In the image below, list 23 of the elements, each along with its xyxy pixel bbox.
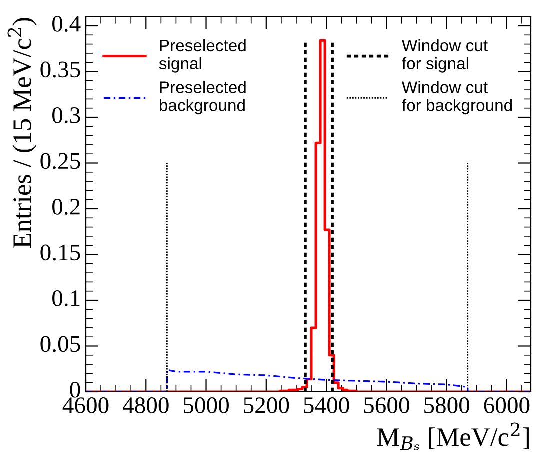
legend-label: Preselected signal <box>159 39 246 73</box>
x-tick-label: 4600 <box>62 398 109 414</box>
x-tick-label: 5200 <box>244 398 290 414</box>
x-tick-label: 5400 <box>304 398 350 414</box>
x-axis-title: M$_{Bₛ}$ [MeV/c$^{2}$] <box>377 422 529 450</box>
y-tick-label: 0.1 <box>52 290 80 307</box>
y-tick-label: 0.2 <box>52 198 80 216</box>
x-tick-label: 5000 <box>184 398 229 414</box>
y-tick-label: 0.25 <box>40 153 80 170</box>
y-tick-label: 0.3 <box>52 107 80 124</box>
legend-label: Window cut for background <box>402 81 512 115</box>
y-tick-label: 0.15 <box>40 244 80 261</box>
x-tick-label: 6000 <box>484 398 530 414</box>
x-tick-label: 4800 <box>122 398 169 414</box>
x-tick-label: 5800 <box>424 398 470 414</box>
y-tick-label: 0.05 <box>40 336 80 352</box>
y-axis-title: Entries / (15 MeV/c$^{2}$) <box>8 18 37 248</box>
y-tick-label: 0.35 <box>40 62 80 78</box>
legend-label: Preselected background <box>160 81 246 115</box>
x-tick-label: 5600 <box>364 398 410 414</box>
y-tick-label: 0 <box>70 382 80 398</box>
legend-label: Window cut for signal <box>402 39 488 73</box>
y-tick-label: 0.4 <box>52 16 81 32</box>
